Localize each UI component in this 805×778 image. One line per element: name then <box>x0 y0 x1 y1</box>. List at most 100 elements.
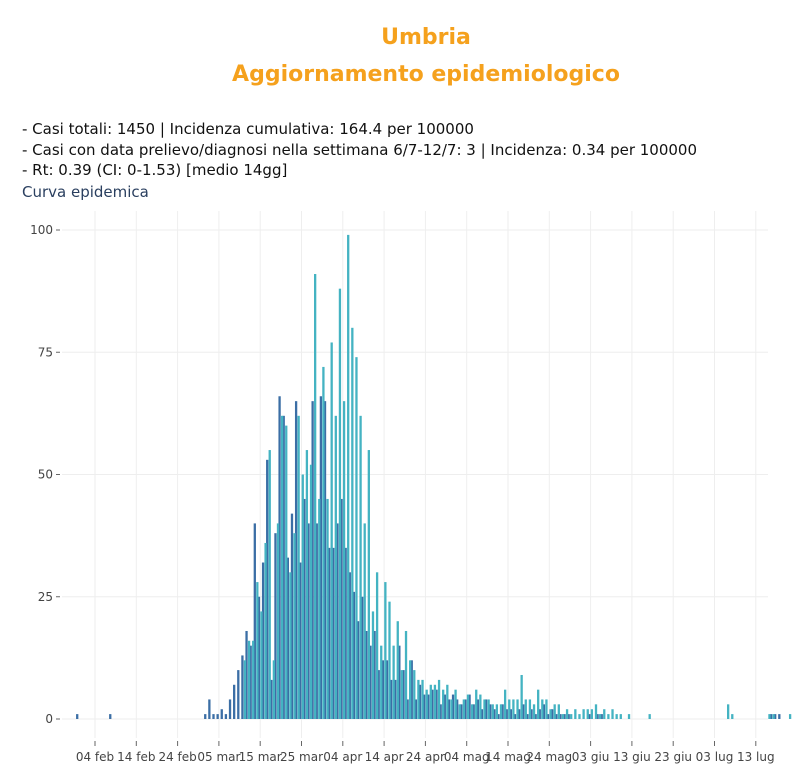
bar-secondary[interactable] <box>516 699 519 719</box>
bar-primary[interactable] <box>588 714 591 719</box>
bar-secondary[interactable] <box>396 621 399 719</box>
bar-secondary[interactable] <box>367 450 370 719</box>
bar-secondary[interactable] <box>309 464 313 719</box>
bar-primary[interactable] <box>369 645 372 719</box>
bar-primary[interactable] <box>468 694 471 719</box>
bar-primary[interactable] <box>534 714 537 719</box>
bar-primary[interactable] <box>480 709 484 719</box>
bar-secondary[interactable] <box>772 714 775 719</box>
bar-primary[interactable] <box>501 704 504 719</box>
bar-secondary[interactable] <box>615 714 618 719</box>
bar-secondary[interactable] <box>293 533 296 719</box>
bar-primary[interactable] <box>389 679 393 719</box>
bar-primary[interactable] <box>517 709 521 719</box>
bar-secondary[interactable] <box>322 366 325 719</box>
bar-primary[interactable] <box>261 562 265 719</box>
bar-primary[interactable] <box>435 689 438 719</box>
bar-primary[interactable] <box>319 396 323 719</box>
bar-primary[interactable] <box>373 630 376 719</box>
bar-primary[interactable] <box>307 523 310 719</box>
bar-primary[interactable] <box>563 714 566 719</box>
bar-secondary[interactable] <box>425 689 428 719</box>
bar-primary[interactable] <box>769 714 773 719</box>
bar-primary[interactable] <box>282 415 285 719</box>
bar-primary[interactable] <box>596 714 599 719</box>
bar-primary[interactable] <box>212 714 215 719</box>
bar-primary[interactable] <box>299 562 302 719</box>
bar-secondary[interactable] <box>384 582 387 719</box>
bar-primary[interactable] <box>489 704 492 719</box>
bar-secondary[interactable] <box>359 415 362 719</box>
bar-secondary[interactable] <box>363 523 366 719</box>
bar-secondary[interactable] <box>338 288 342 719</box>
bar-secondary[interactable] <box>260 611 263 719</box>
bar-secondary[interactable] <box>252 640 255 719</box>
bar-secondary[interactable] <box>574 709 577 719</box>
bar-primary[interactable] <box>274 533 277 719</box>
bar-primary[interactable] <box>315 523 318 719</box>
bar-secondary[interactable] <box>545 699 548 719</box>
bar-primary[interactable] <box>439 704 442 719</box>
bar-secondary[interactable] <box>392 645 395 719</box>
bar-secondary[interactable] <box>314 274 317 719</box>
bar-primary[interactable] <box>414 699 418 719</box>
bar-primary[interactable] <box>278 396 281 719</box>
bar-secondary[interactable] <box>462 699 465 719</box>
bar-primary[interactable] <box>542 704 546 719</box>
bar-secondary[interactable] <box>429 684 432 719</box>
bar-secondary[interactable] <box>561 714 565 719</box>
bar-secondary[interactable] <box>553 704 556 719</box>
bar-primary[interactable] <box>270 679 273 719</box>
bar-secondary[interactable] <box>305 450 309 719</box>
bar-secondary[interactable] <box>446 684 449 719</box>
bar-primary[interactable] <box>522 704 525 719</box>
bar-primary[interactable] <box>447 699 451 719</box>
bar-secondary[interactable] <box>285 425 288 719</box>
bar-secondary[interactable] <box>243 660 247 719</box>
bar-primary[interactable] <box>224 714 228 719</box>
bar-secondary[interactable] <box>586 709 589 719</box>
bar-primary[interactable] <box>505 709 508 719</box>
bar-primary[interactable] <box>778 714 781 719</box>
bar-primary[interactable] <box>406 699 409 719</box>
bar-secondary[interactable] <box>532 704 536 719</box>
bar-secondary[interactable] <box>466 694 470 719</box>
bar-secondary[interactable] <box>421 679 424 719</box>
bar-secondary[interactable] <box>570 714 573 719</box>
bar-secondary[interactable] <box>297 415 300 719</box>
bar-secondary[interactable] <box>508 699 511 719</box>
bar-primary[interactable] <box>422 694 426 719</box>
bar-primary[interactable] <box>559 714 562 719</box>
bar-primary[interactable] <box>361 596 364 719</box>
bar-primary[interactable] <box>472 704 475 719</box>
bar-primary[interactable] <box>241 655 244 719</box>
bar-secondary[interactable] <box>627 714 631 719</box>
bar-primary[interactable] <box>311 401 314 719</box>
bar-primary[interactable] <box>204 714 207 719</box>
bar-primary[interactable] <box>476 699 479 719</box>
bar-primary[interactable] <box>220 709 223 719</box>
bar-secondary[interactable] <box>524 699 527 719</box>
bar-primary[interactable] <box>513 714 517 719</box>
bar-primary[interactable] <box>443 694 446 719</box>
bar-secondary[interactable] <box>400 670 404 719</box>
bar-primary[interactable] <box>253 523 256 719</box>
bar-secondary[interactable] <box>454 689 457 719</box>
bar-secondary[interactable] <box>330 342 333 719</box>
bar-primary[interactable] <box>398 645 401 719</box>
bar-secondary[interactable] <box>495 704 499 719</box>
bar-secondary[interactable] <box>326 498 329 719</box>
bar-primary[interactable] <box>431 689 434 719</box>
bar-secondary[interactable] <box>301 474 304 720</box>
bar-primary[interactable] <box>365 630 368 719</box>
bar-secondary[interactable] <box>272 660 275 719</box>
bar-secondary[interactable] <box>475 689 478 719</box>
bar-primary[interactable] <box>402 670 405 719</box>
bar-primary[interactable] <box>340 498 343 719</box>
bar-secondary[interactable] <box>491 704 494 719</box>
bar-primary[interactable] <box>249 645 252 719</box>
bar-primary[interactable] <box>385 660 389 719</box>
bar-secondary[interactable] <box>375 572 379 719</box>
bar-primary[interactable] <box>303 498 306 719</box>
